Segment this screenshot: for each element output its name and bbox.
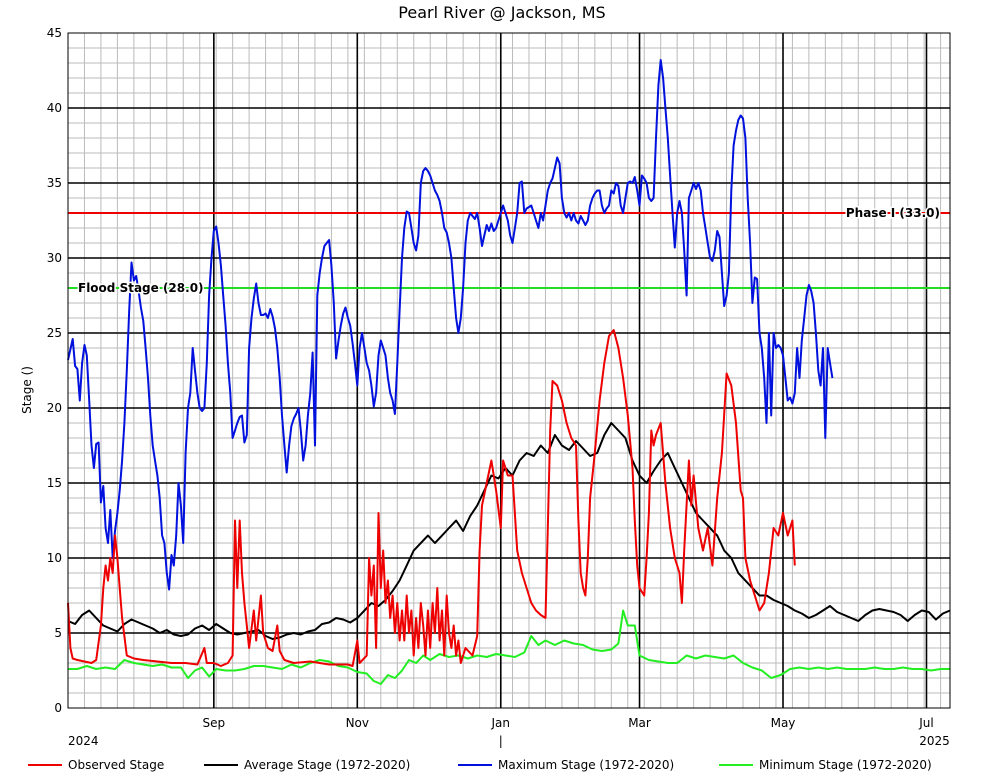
y-tick-label: 0 xyxy=(54,701,62,715)
chart-title: Pearl River @ Jackson, MS xyxy=(398,3,605,22)
y-tick-label: 15 xyxy=(47,476,62,490)
y-tick-label: 20 xyxy=(47,401,62,415)
series-line xyxy=(68,609,950,685)
x-year-label: 2025 xyxy=(919,734,950,748)
y-tick-labels: 0 5 10 15 20 25 30 35 40 45 xyxy=(47,26,62,715)
y-tick-label: 5 xyxy=(54,626,62,640)
legend: Observed Stage Average Stage (1972-2020) M… xyxy=(28,758,932,772)
y-tick-label: 35 xyxy=(47,176,62,190)
threshold-labels: Phase I (33.0)Phase I (33.0)Flood Stage … xyxy=(77,205,942,297)
legend-label: Maximum Stage (1972-2020) xyxy=(498,758,674,772)
x-tick-label: Nov xyxy=(346,716,369,730)
series-line xyxy=(67,422,951,640)
y-tick-label: 45 xyxy=(47,26,62,40)
series-line xyxy=(67,329,796,667)
legend-label: Minimum Stage (1972-2020) xyxy=(759,758,932,772)
y-axis-label: Stage () xyxy=(20,366,34,414)
threshold-label-halo: Phase I (33.0) xyxy=(846,206,940,220)
x-tick-labels: Sep Nov Jan Mar May Jul 2024 | 2025 xyxy=(68,716,950,748)
y-tick-label: 30 xyxy=(47,251,62,265)
y-tick-label: 40 xyxy=(47,101,62,115)
y-tick-label: 10 xyxy=(47,551,62,565)
x-year-label: 2024 xyxy=(68,734,99,748)
series-lines xyxy=(67,59,951,685)
x-tick-label: Jul xyxy=(918,716,933,730)
legend-label: Average Stage (1972-2020) xyxy=(244,758,410,772)
threshold-lines xyxy=(68,212,950,289)
series-line xyxy=(67,59,834,591)
major-gridlines xyxy=(68,33,950,708)
x-year-label: | xyxy=(499,734,503,748)
threshold-label: Flood Stage (28.0) xyxy=(78,281,204,295)
threshold-label-halo: Flood Stage (28.0) xyxy=(78,281,204,295)
x-tick-label: Sep xyxy=(203,716,226,730)
threshold-label: Phase I (33.0) xyxy=(846,206,940,220)
x-tick-label: Mar xyxy=(628,716,651,730)
y-tick-label: 25 xyxy=(47,326,62,340)
x-tick-label: Jan xyxy=(491,716,511,730)
plot-frame xyxy=(67,32,951,709)
legend-label: Observed Stage xyxy=(68,758,164,772)
x-tick-label: May xyxy=(771,716,796,730)
